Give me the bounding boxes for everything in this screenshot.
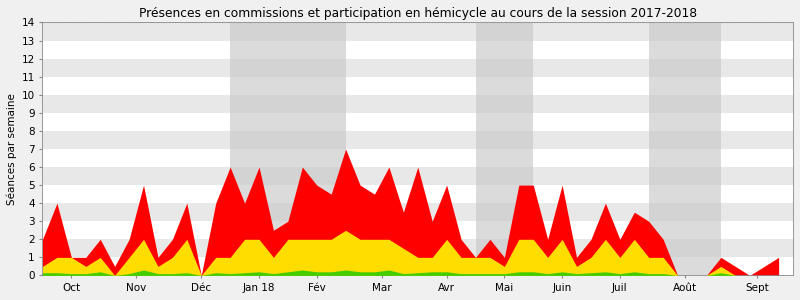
Bar	[42, 185, 793, 203]
Bar	[649, 22, 721, 275]
Bar	[42, 113, 793, 131]
Bar	[42, 203, 793, 221]
Bar	[475, 22, 534, 275]
Bar	[42, 22, 793, 40]
Bar	[42, 95, 793, 113]
Bar	[230, 22, 288, 275]
Bar	[288, 22, 346, 275]
Title: Présences en commissions et participation en hémicycle au cours de la session 20: Présences en commissions et participatio…	[138, 7, 697, 20]
Bar	[42, 257, 793, 275]
Bar	[42, 131, 793, 149]
Bar	[42, 77, 793, 95]
Bar	[42, 167, 793, 185]
Bar	[42, 40, 793, 58]
Bar	[42, 221, 793, 239]
Y-axis label: Séances par semaine: Séances par semaine	[7, 93, 18, 205]
Bar	[42, 149, 793, 167]
Bar	[42, 58, 793, 77]
Bar	[42, 239, 793, 257]
